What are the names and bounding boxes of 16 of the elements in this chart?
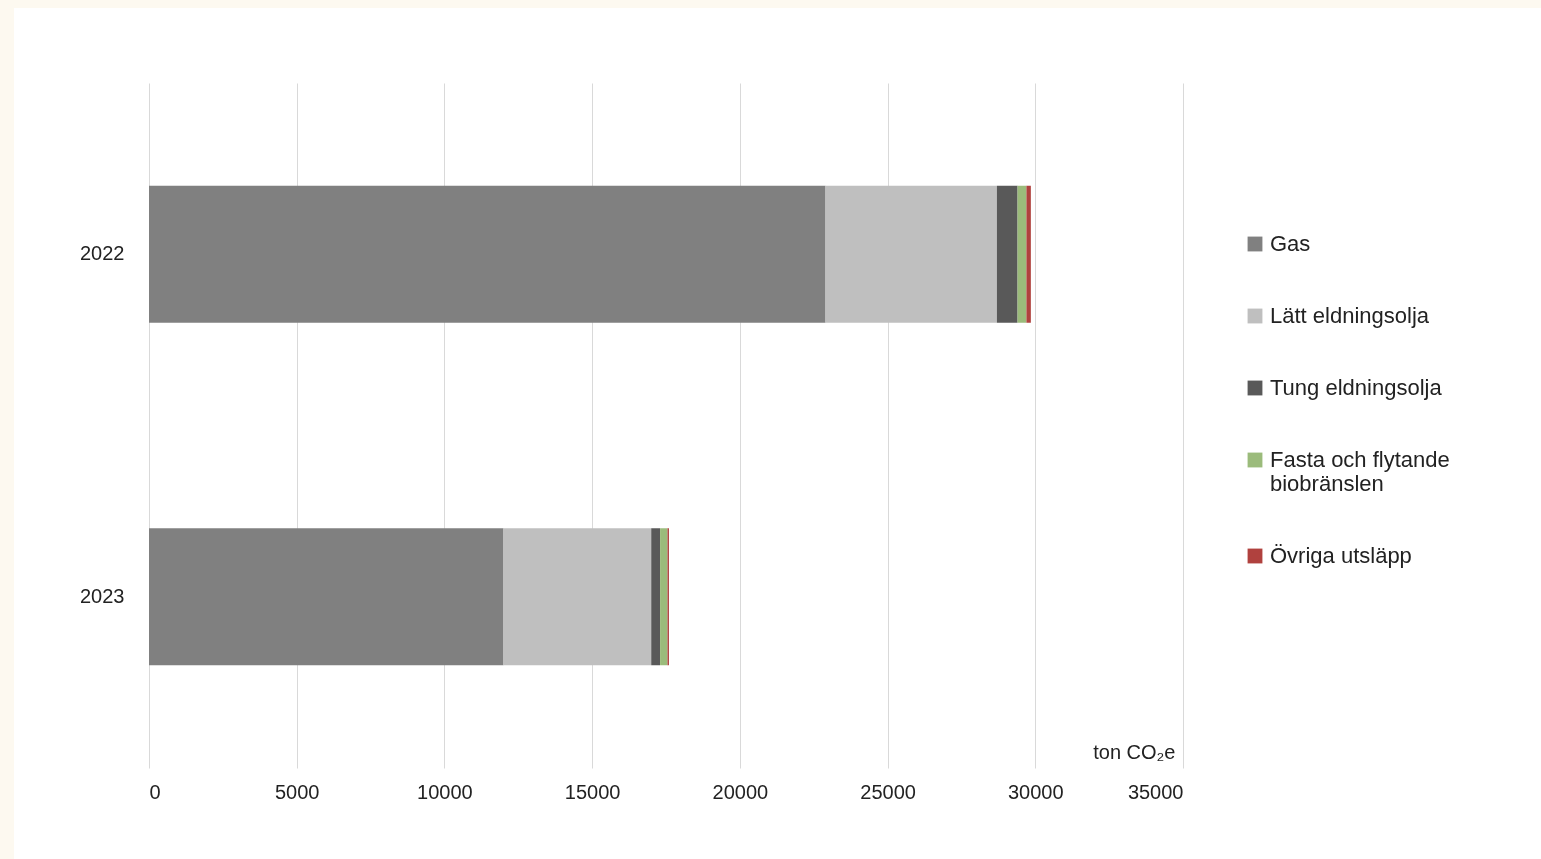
x-tick-label: 25000 <box>860 780 916 803</box>
legend-label: Gas <box>1270 231 1311 256</box>
legend-label: Fasta och flytande biobränslen <box>1270 447 1450 496</box>
x-tick-label: 30000 <box>1007 780 1064 803</box>
x-tick-label: 5000 <box>274 780 320 803</box>
x-tick-label: 15000 <box>564 780 621 803</box>
x-tick-label: 0 <box>149 780 161 803</box>
x-axis-title: ton CO₂e <box>1093 740 1176 763</box>
legend-label: Övriga utsläpp <box>1270 543 1412 568</box>
x-tick-label: 35000 <box>1127 780 1184 803</box>
legend-label: Tung eldningsolja <box>1270 375 1443 400</box>
y-tick-label: 2022 <box>80 242 125 265</box>
y-tick-label: 2023 <box>80 584 125 607</box>
x-tick-label: 10000 <box>417 780 473 803</box>
legend-label: Lätt eldningsolja <box>1270 303 1430 328</box>
x-tick-label: 20000 <box>712 780 769 803</box>
